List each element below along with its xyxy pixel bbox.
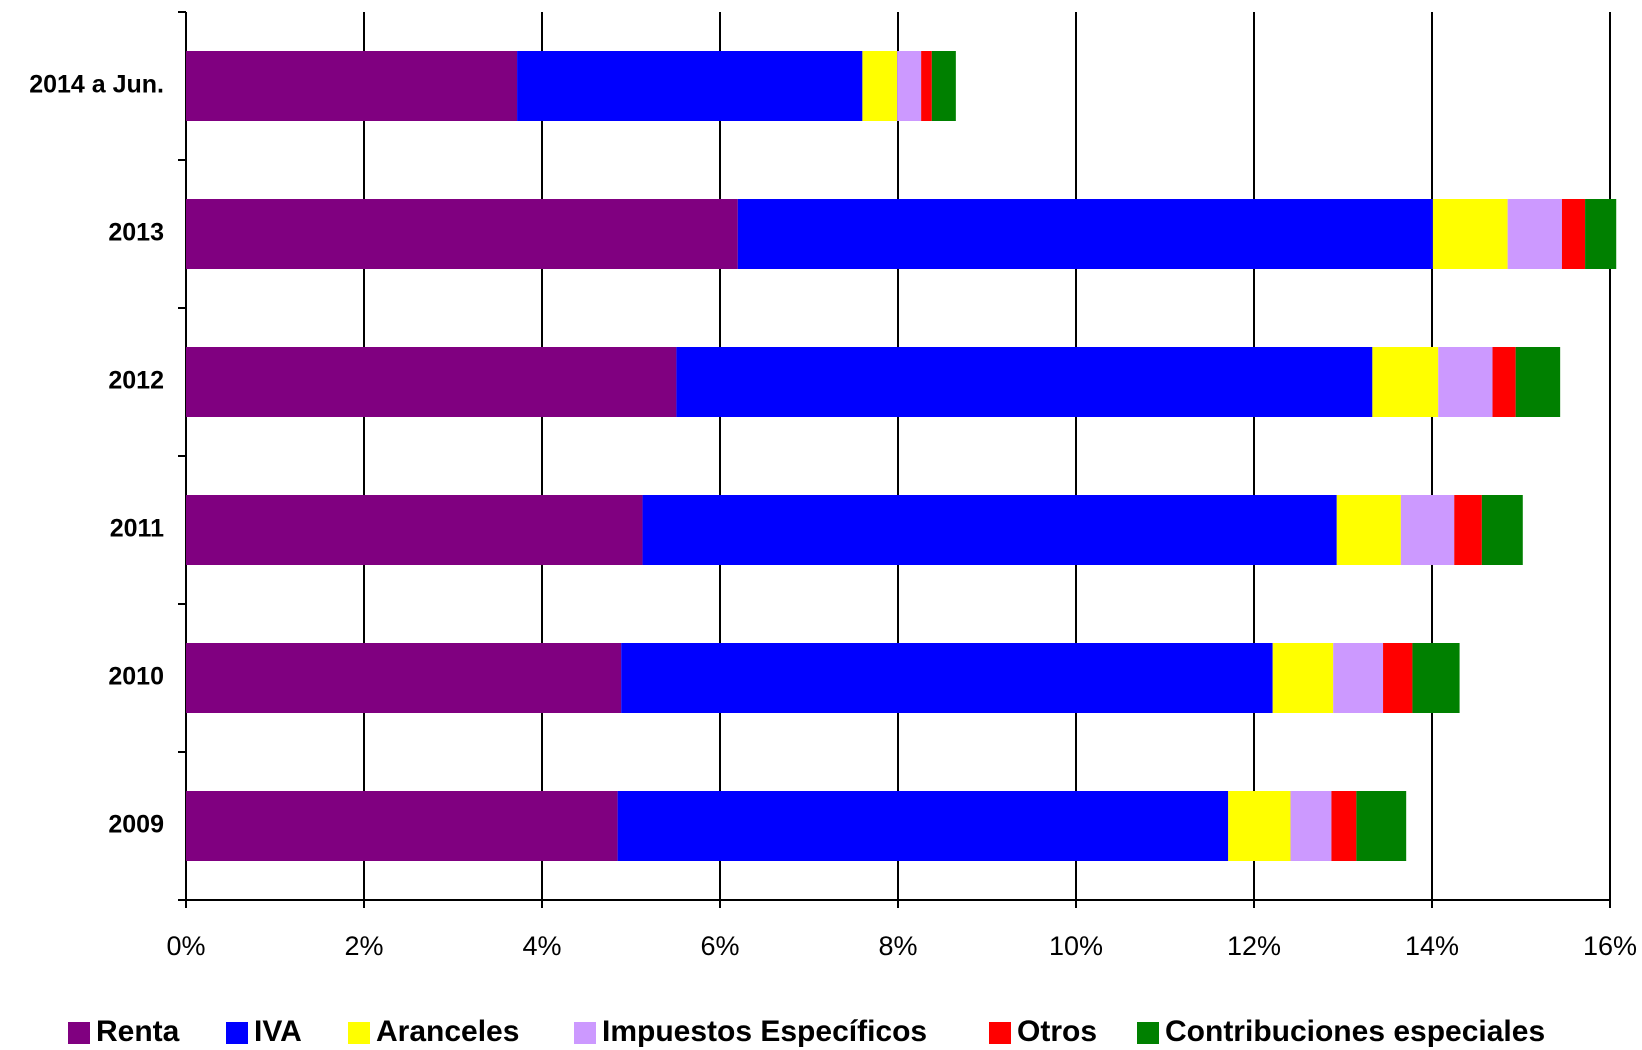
x-tick-label: 10% [1049,931,1103,961]
bar-segment [1412,643,1460,713]
x-tick-label: 0% [166,931,205,961]
y-tick-label: 2011 [110,515,164,543]
bar-segment [1400,495,1455,565]
legend-label: Otros [1017,1015,1097,1048]
y-tick-label: 2013 [108,219,164,247]
bar-segment [1481,495,1523,565]
x-tick-label: 2% [344,931,383,961]
bar-segment [1432,199,1508,269]
bar-segment [737,199,1433,269]
bar-segment [921,51,932,121]
legend-label: IVA [254,1015,302,1048]
bar-segment [1383,643,1413,713]
bar-segment [1372,347,1439,417]
bar-segment [1561,199,1586,269]
x-tick-label: 14% [1405,931,1459,961]
bar-segment [1333,643,1384,713]
legend-label: Contribuciones especiales [1165,1015,1545,1048]
legend-swatch [989,1022,1011,1044]
bar-segment [1356,791,1407,861]
y-tick-label: 2009 [108,811,164,839]
bar-segment [621,643,1273,713]
y-tick-label: 2010 [108,663,164,691]
legend-label: Renta [96,1015,180,1048]
bar-segment [186,495,643,565]
legend-swatch [1137,1022,1159,1044]
bar-segment [1290,791,1332,861]
legend-swatch [348,1022,370,1044]
legend-label: Aranceles [376,1015,519,1048]
bar-segment [517,51,863,121]
bar-segment [1331,791,1357,861]
bar-segment [897,51,922,121]
bar-segment [617,791,1229,861]
x-tick-label: 4% [522,931,561,961]
y-tick-label: 2012 [108,367,164,395]
bar-segment [1507,199,1562,269]
bar-segment [676,347,1373,417]
legend-swatch [574,1022,596,1044]
x-tick-label: 6% [700,931,739,961]
bar-segment [642,495,1337,565]
bar-segment [1336,495,1401,565]
bar-segment [186,347,677,417]
bar-segment [1492,347,1516,417]
x-tick-label: 12% [1227,931,1281,961]
bar-segment [186,643,622,713]
y-tick-label: 2014 a Jun. [29,71,164,99]
legend-swatch [68,1022,90,1044]
bar-segment [862,51,898,121]
bar-segment [1272,643,1334,713]
x-tick-label: 8% [878,931,917,961]
bar-segment [1585,199,1617,269]
legend-swatch [226,1022,248,1044]
bar-segment [186,791,618,861]
bar-segment [186,51,518,121]
bar-segment [1228,791,1291,861]
bar-segment [186,199,738,269]
bar-segment [1515,347,1561,417]
x-tick-label: 16% [1583,931,1637,961]
legend-label: Impuestos Específicos [602,1015,927,1048]
bar-segment [931,51,956,121]
bar-segment [1454,495,1482,565]
bar-segment [1438,347,1493,417]
